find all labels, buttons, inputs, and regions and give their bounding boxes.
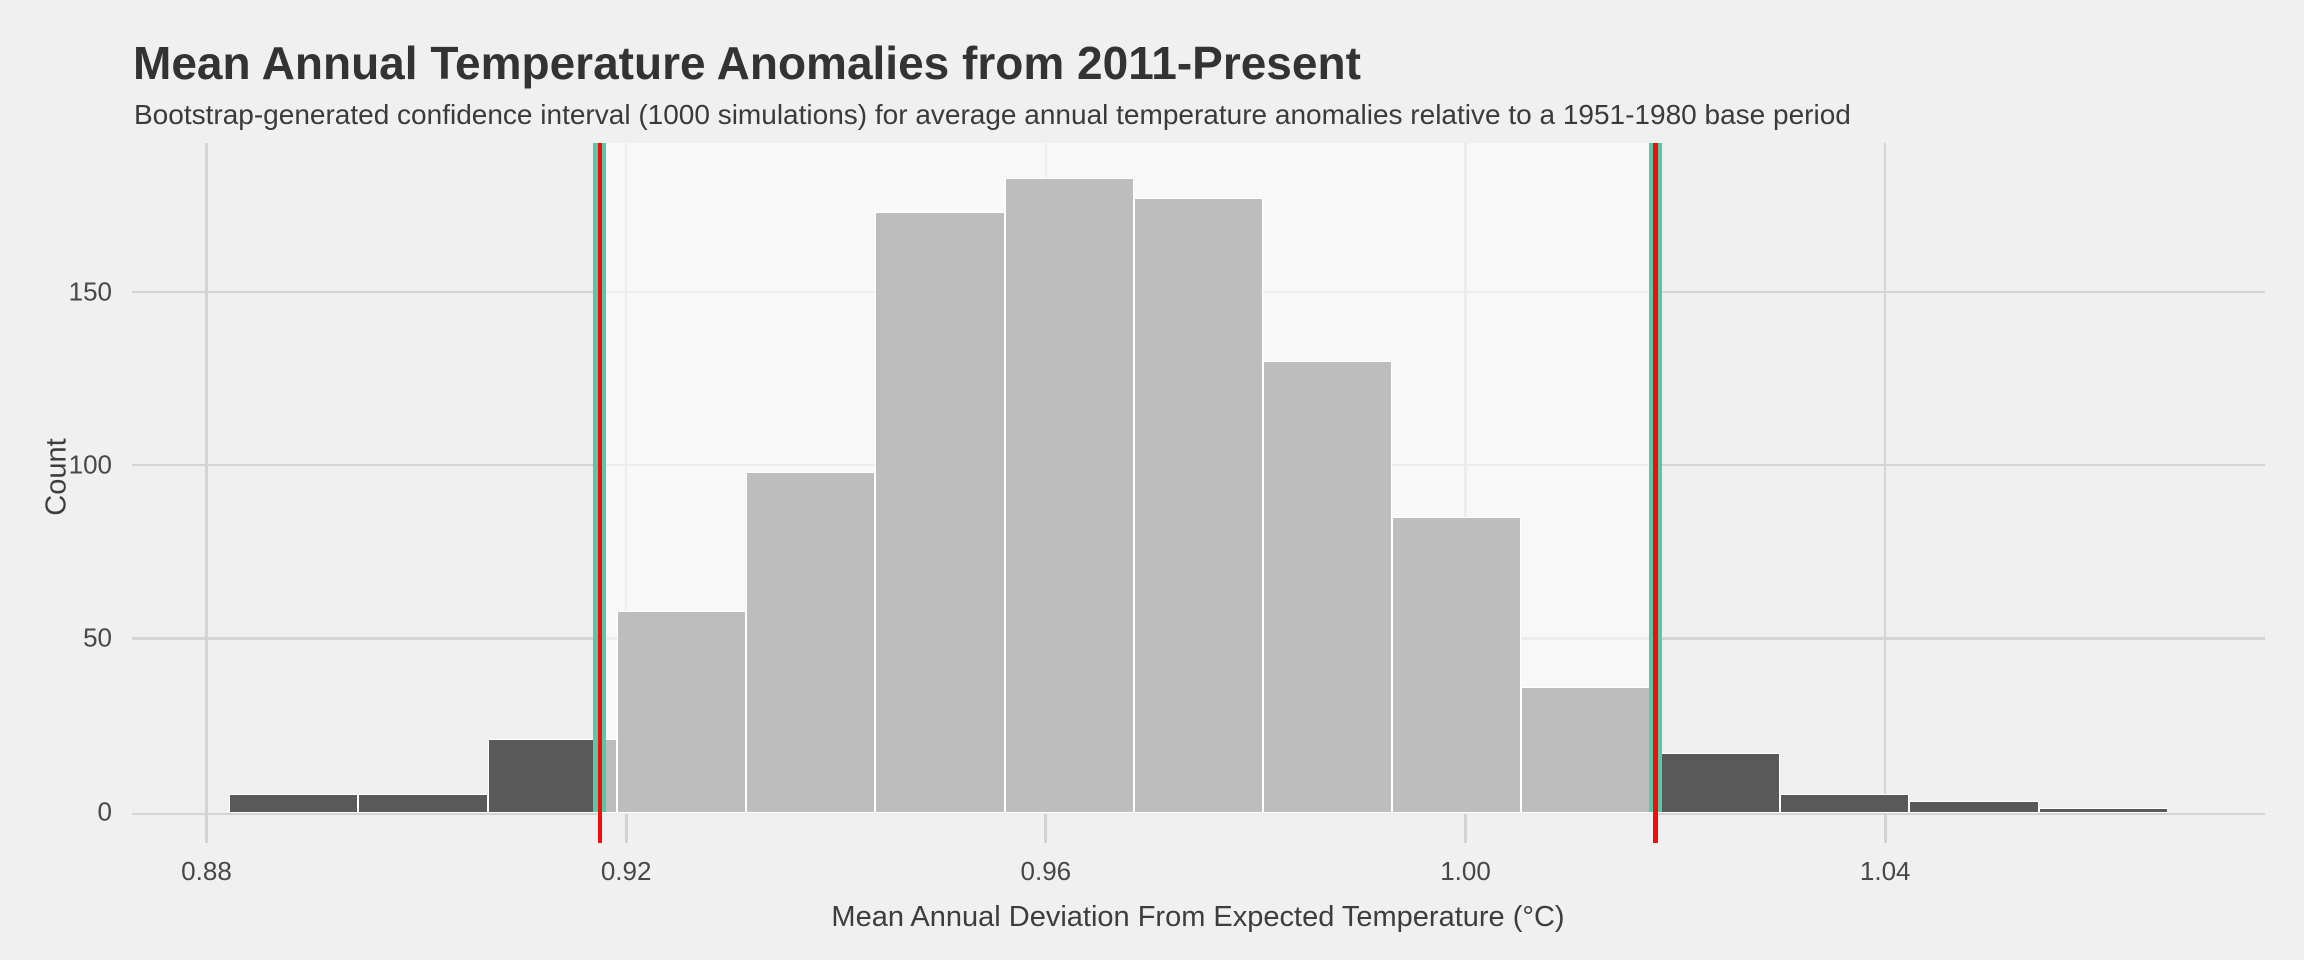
x-axis-title: Mean Annual Deviation From Expected Temp… [831, 901, 1565, 933]
x-axis-tick [1883, 814, 1887, 843]
histogram-bar [1263, 361, 1393, 814]
x-axis-tick [624, 814, 628, 843]
ci-upper-red-line [1653, 143, 1658, 843]
x-axis-tick [1044, 814, 1048, 843]
y-axis-tick-label: 100 [68, 449, 112, 480]
histogram-bar [1133, 198, 1264, 814]
plot-panel [132, 143, 2265, 843]
histogram-bar [616, 610, 746, 814]
ci-lower-red-line [597, 143, 603, 843]
histogram-bar [1909, 801, 2040, 814]
histogram-bar [874, 212, 1005, 814]
y-axis-title: Count [40, 438, 73, 516]
histogram-bar [1004, 177, 1134, 814]
x-axis-tick-label: 1.00 [1440, 856, 1491, 886]
x-axis-tick [1464, 814, 1468, 843]
x-axis-tick-label: 0.92 [600, 856, 652, 886]
x-gridline [205, 143, 208, 815]
y-axis-tick-label: 0 [97, 796, 112, 826]
chart-title: Mean Annual Temperature Anomalies from 2… [133, 37, 1361, 89]
y-axis-tick-label: 50 [83, 622, 112, 653]
x-gridline [1883, 143, 1887, 815]
histogram-bar [1651, 752, 1781, 814]
chart-subtitle: Bootstrap-generated confidence interval … [134, 99, 1851, 130]
histogram-bar [1521, 686, 1652, 814]
histogram-bar [1392, 517, 1522, 814]
x-axis-tick-label: 1.04 [1859, 856, 1911, 886]
x-axis-tick-label: 0.88 [181, 856, 232, 886]
histogram-bar [357, 794, 488, 814]
histogram-bar [745, 472, 875, 814]
histogram-bar [2039, 808, 2169, 814]
x-axis-tick-label: 0.96 [1020, 856, 1072, 886]
x-axis-tick [204, 814, 208, 843]
histogram-bar [228, 794, 358, 814]
y-axis-tick-label: 150 [68, 276, 112, 307]
histogram-bar [1780, 794, 1910, 814]
